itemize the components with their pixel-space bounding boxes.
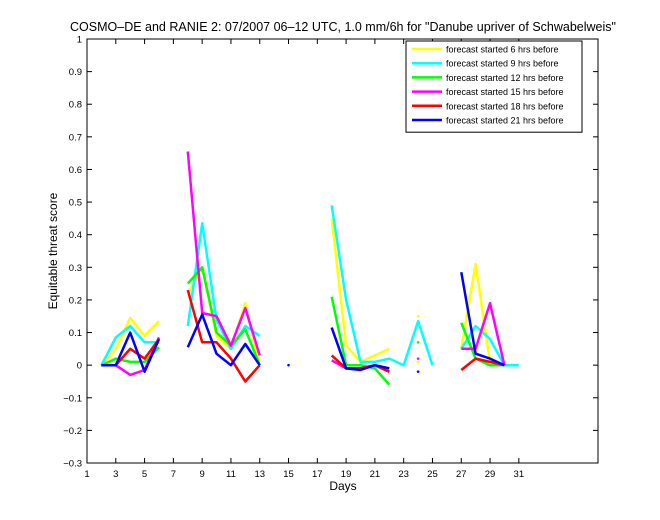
series-line-5 bbox=[186, 289, 261, 383]
x-tick-label: 25 bbox=[427, 469, 438, 480]
y-tick-label: 0.3 bbox=[69, 263, 82, 274]
series-point-1 bbox=[416, 360, 420, 364]
x-tick-label: 31 bbox=[514, 469, 525, 480]
series-point-6 bbox=[287, 363, 290, 367]
series-point-3 bbox=[416, 341, 420, 344]
chart-title: COSMO–DE and RANIE 2: 07/2007 06–12 UTC,… bbox=[70, 20, 616, 34]
series-line-3 bbox=[460, 322, 505, 367]
y-axis: −0.3 −0.2 −0.1 0 0.1 0.2 0.3 0.4 0.5 0.6 0.7 0.8 0.9… bbox=[63, 35, 598, 470]
y-tick-label: 0 bbox=[77, 361, 82, 372]
series-line-2 bbox=[100, 324, 159, 366]
x-tick-label: 7 bbox=[171, 469, 176, 480]
x-tick-label: 15 bbox=[283, 469, 294, 480]
legend-label-5: forecast started 18 hrs before bbox=[446, 101, 564, 111]
series-line-1 bbox=[100, 316, 160, 367]
series-point-4 bbox=[416, 357, 420, 360]
legend-box bbox=[405, 40, 583, 133]
series-line-6 bbox=[330, 327, 390, 372]
y-tick-label: −0.3 bbox=[63, 459, 82, 470]
x-tick-label: 13 bbox=[254, 469, 265, 480]
series-line-2 bbox=[186, 222, 261, 351]
y-tick-label: 0.7 bbox=[69, 132, 82, 143]
x-axis-label: Days bbox=[329, 479, 356, 493]
x-tick-label: 29 bbox=[485, 469, 496, 480]
series-line-5 bbox=[460, 357, 505, 371]
y-tick-label: 0.4 bbox=[69, 230, 82, 241]
series-layer bbox=[100, 151, 519, 386]
series-line-6 bbox=[460, 271, 505, 367]
x-tick-label: 1 bbox=[84, 469, 89, 480]
y-tick-label: 0.1 bbox=[69, 328, 82, 339]
y-axis-label: Equitable threat score bbox=[46, 192, 60, 309]
y-tick-label: −0.1 bbox=[63, 393, 82, 404]
x-tick-label: 21 bbox=[370, 469, 381, 480]
series-line-4 bbox=[461, 301, 506, 366]
series-point-6 bbox=[416, 370, 420, 373]
legend-label-6: forecast started 21 hrs before bbox=[446, 116, 564, 126]
x-tick-label: 23 bbox=[398, 469, 409, 480]
y-tick-label: 0.6 bbox=[69, 165, 82, 176]
y-tick-label: 0.2 bbox=[69, 295, 82, 306]
y-tick-label: −0.2 bbox=[63, 426, 82, 437]
series-line-6 bbox=[186, 313, 261, 367]
legend-label-2: forecast started 9 hrs before bbox=[446, 59, 559, 69]
x-tick-label: 5 bbox=[142, 469, 147, 480]
x-tick-label: 17 bbox=[312, 469, 323, 480]
legend-label-1: forecast started 6 hrs before bbox=[446, 45, 559, 55]
y-tick-label: 0.9 bbox=[69, 67, 82, 78]
x-tick-label: 3 bbox=[113, 469, 118, 480]
series-line-4 bbox=[186, 151, 261, 356]
legend-label-4: forecast started 15 hrs before bbox=[446, 87, 564, 97]
legend-label-3: forecast started 12 hrs before bbox=[446, 73, 564, 83]
y-tick-label: 0.5 bbox=[69, 198, 82, 209]
x-tick-label: 9 bbox=[200, 469, 205, 480]
series-line-3 bbox=[186, 266, 261, 366]
x-tick-label: 19 bbox=[341, 469, 352, 480]
series-line-3 bbox=[330, 296, 391, 386]
y-tick-label: 1 bbox=[77, 35, 82, 46]
x-tick-label: 11 bbox=[226, 469, 236, 480]
x-tick-label: 27 bbox=[456, 469, 467, 480]
y-tick-label: 0.8 bbox=[69, 100, 82, 111]
series-line-2 bbox=[330, 205, 434, 367]
legend: forecast started 6 hrs before forecast st… bbox=[405, 40, 583, 133]
series-line-6 bbox=[101, 331, 161, 373]
series-point-1 bbox=[416, 314, 420, 318]
